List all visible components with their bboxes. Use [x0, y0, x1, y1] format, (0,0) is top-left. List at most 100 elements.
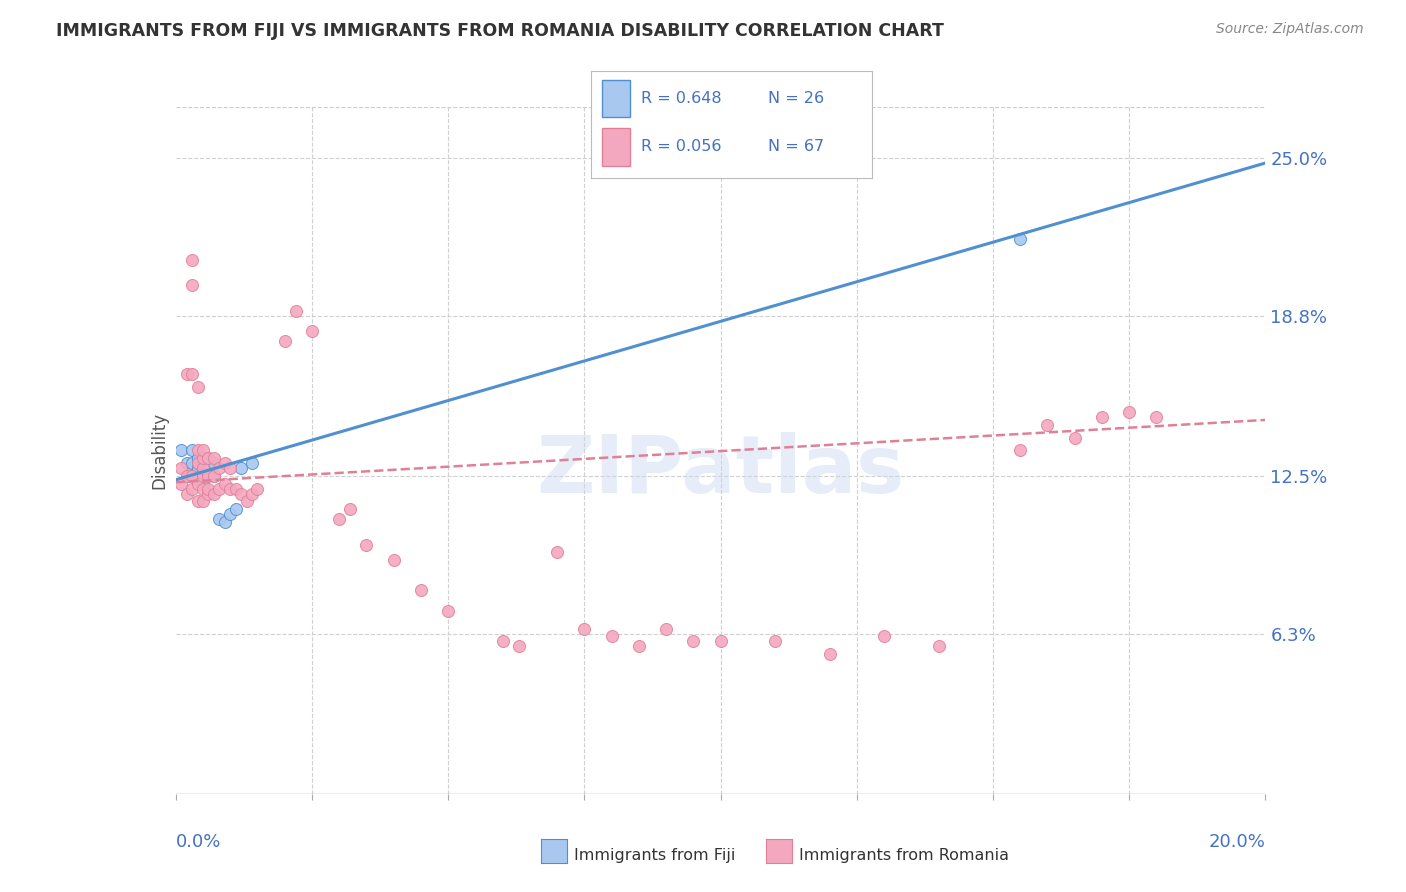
- Point: [202, 469, 225, 483]
- Point: [191, 467, 214, 481]
- Point: [186, 494, 209, 508]
- Text: ZIPatlas: ZIPatlas: [537, 432, 904, 510]
- Point: [176, 469, 198, 483]
- Point: [219, 461, 242, 475]
- Point: [240, 486, 263, 500]
- Point: [546, 545, 568, 559]
- Point: [655, 622, 678, 636]
- Point: [186, 461, 209, 475]
- Point: [176, 456, 198, 470]
- Point: [214, 456, 236, 470]
- Point: [284, 303, 307, 318]
- Point: [710, 634, 733, 648]
- Point: [231, 461, 253, 475]
- Point: [191, 494, 214, 508]
- Text: Immigrants from Romania: Immigrants from Romania: [799, 848, 1008, 863]
- Point: [225, 482, 247, 496]
- Point: [197, 482, 219, 496]
- Point: [181, 467, 204, 481]
- Point: [763, 634, 786, 648]
- Point: [682, 634, 704, 648]
- Point: [202, 486, 225, 500]
- Point: [197, 486, 219, 500]
- Point: [176, 469, 198, 483]
- Point: [208, 512, 231, 526]
- Point: [202, 456, 225, 470]
- Text: 0.0%: 0.0%: [176, 833, 221, 851]
- Point: [208, 482, 231, 496]
- Point: [191, 443, 214, 458]
- Point: [191, 469, 214, 483]
- Point: [202, 469, 225, 483]
- Y-axis label: Disability: Disability: [150, 412, 169, 489]
- Point: [176, 367, 198, 381]
- FancyBboxPatch shape: [602, 128, 630, 166]
- Text: IMMIGRANTS FROM FIJI VS IMMIGRANTS FROM ROMANIA DISABILITY CORRELATION CHART: IMMIGRANTS FROM FIJI VS IMMIGRANTS FROM …: [56, 22, 943, 40]
- Point: [492, 634, 515, 648]
- Point: [181, 482, 204, 496]
- Point: [508, 640, 530, 654]
- Point: [1010, 232, 1032, 246]
- Point: [600, 629, 623, 643]
- Point: [1091, 410, 1114, 425]
- Point: [356, 538, 378, 552]
- Point: [170, 476, 193, 491]
- Point: [1010, 443, 1032, 458]
- Point: [928, 640, 950, 654]
- Point: [181, 443, 204, 458]
- Point: [818, 647, 841, 661]
- Point: [186, 380, 209, 394]
- Point: [191, 461, 214, 475]
- Point: [170, 461, 193, 475]
- Point: [181, 252, 204, 267]
- Text: Source: ZipAtlas.com: Source: ZipAtlas.com: [1216, 22, 1364, 37]
- Point: [191, 482, 214, 496]
- Point: [197, 461, 219, 475]
- Point: [191, 461, 214, 475]
- Point: [186, 476, 209, 491]
- Text: R = 0.056: R = 0.056: [641, 139, 721, 154]
- Point: [186, 456, 209, 470]
- Point: [186, 451, 209, 466]
- Point: [627, 640, 650, 654]
- Point: [208, 461, 231, 475]
- Point: [240, 456, 263, 470]
- Point: [176, 486, 198, 500]
- Point: [328, 512, 350, 526]
- Point: [1063, 431, 1085, 445]
- Point: [437, 604, 460, 618]
- Point: [1144, 410, 1167, 425]
- Point: [1118, 405, 1140, 419]
- Point: [231, 486, 253, 500]
- Point: [225, 502, 247, 516]
- Point: [191, 476, 214, 491]
- Point: [197, 451, 219, 466]
- Point: [181, 456, 204, 470]
- Point: [197, 469, 219, 483]
- Point: [214, 515, 236, 529]
- Point: [1036, 417, 1059, 432]
- Point: [181, 461, 204, 475]
- Point: [191, 451, 214, 466]
- Point: [274, 334, 297, 348]
- Point: [339, 502, 361, 516]
- Point: [170, 443, 193, 458]
- Point: [235, 494, 257, 508]
- Point: [186, 469, 209, 483]
- Point: [202, 451, 225, 466]
- Point: [214, 476, 236, 491]
- Point: [246, 482, 269, 496]
- Text: Immigrants from Fiji: Immigrants from Fiji: [574, 848, 735, 863]
- Point: [181, 367, 204, 381]
- Point: [191, 456, 214, 470]
- Point: [219, 482, 242, 496]
- Point: [382, 553, 405, 567]
- Point: [873, 629, 896, 643]
- Point: [301, 324, 323, 338]
- Text: 20.0%: 20.0%: [1209, 833, 1265, 851]
- Point: [181, 278, 204, 293]
- FancyBboxPatch shape: [602, 80, 630, 118]
- Point: [186, 443, 209, 458]
- Point: [409, 583, 432, 598]
- Text: N = 26: N = 26: [768, 91, 824, 106]
